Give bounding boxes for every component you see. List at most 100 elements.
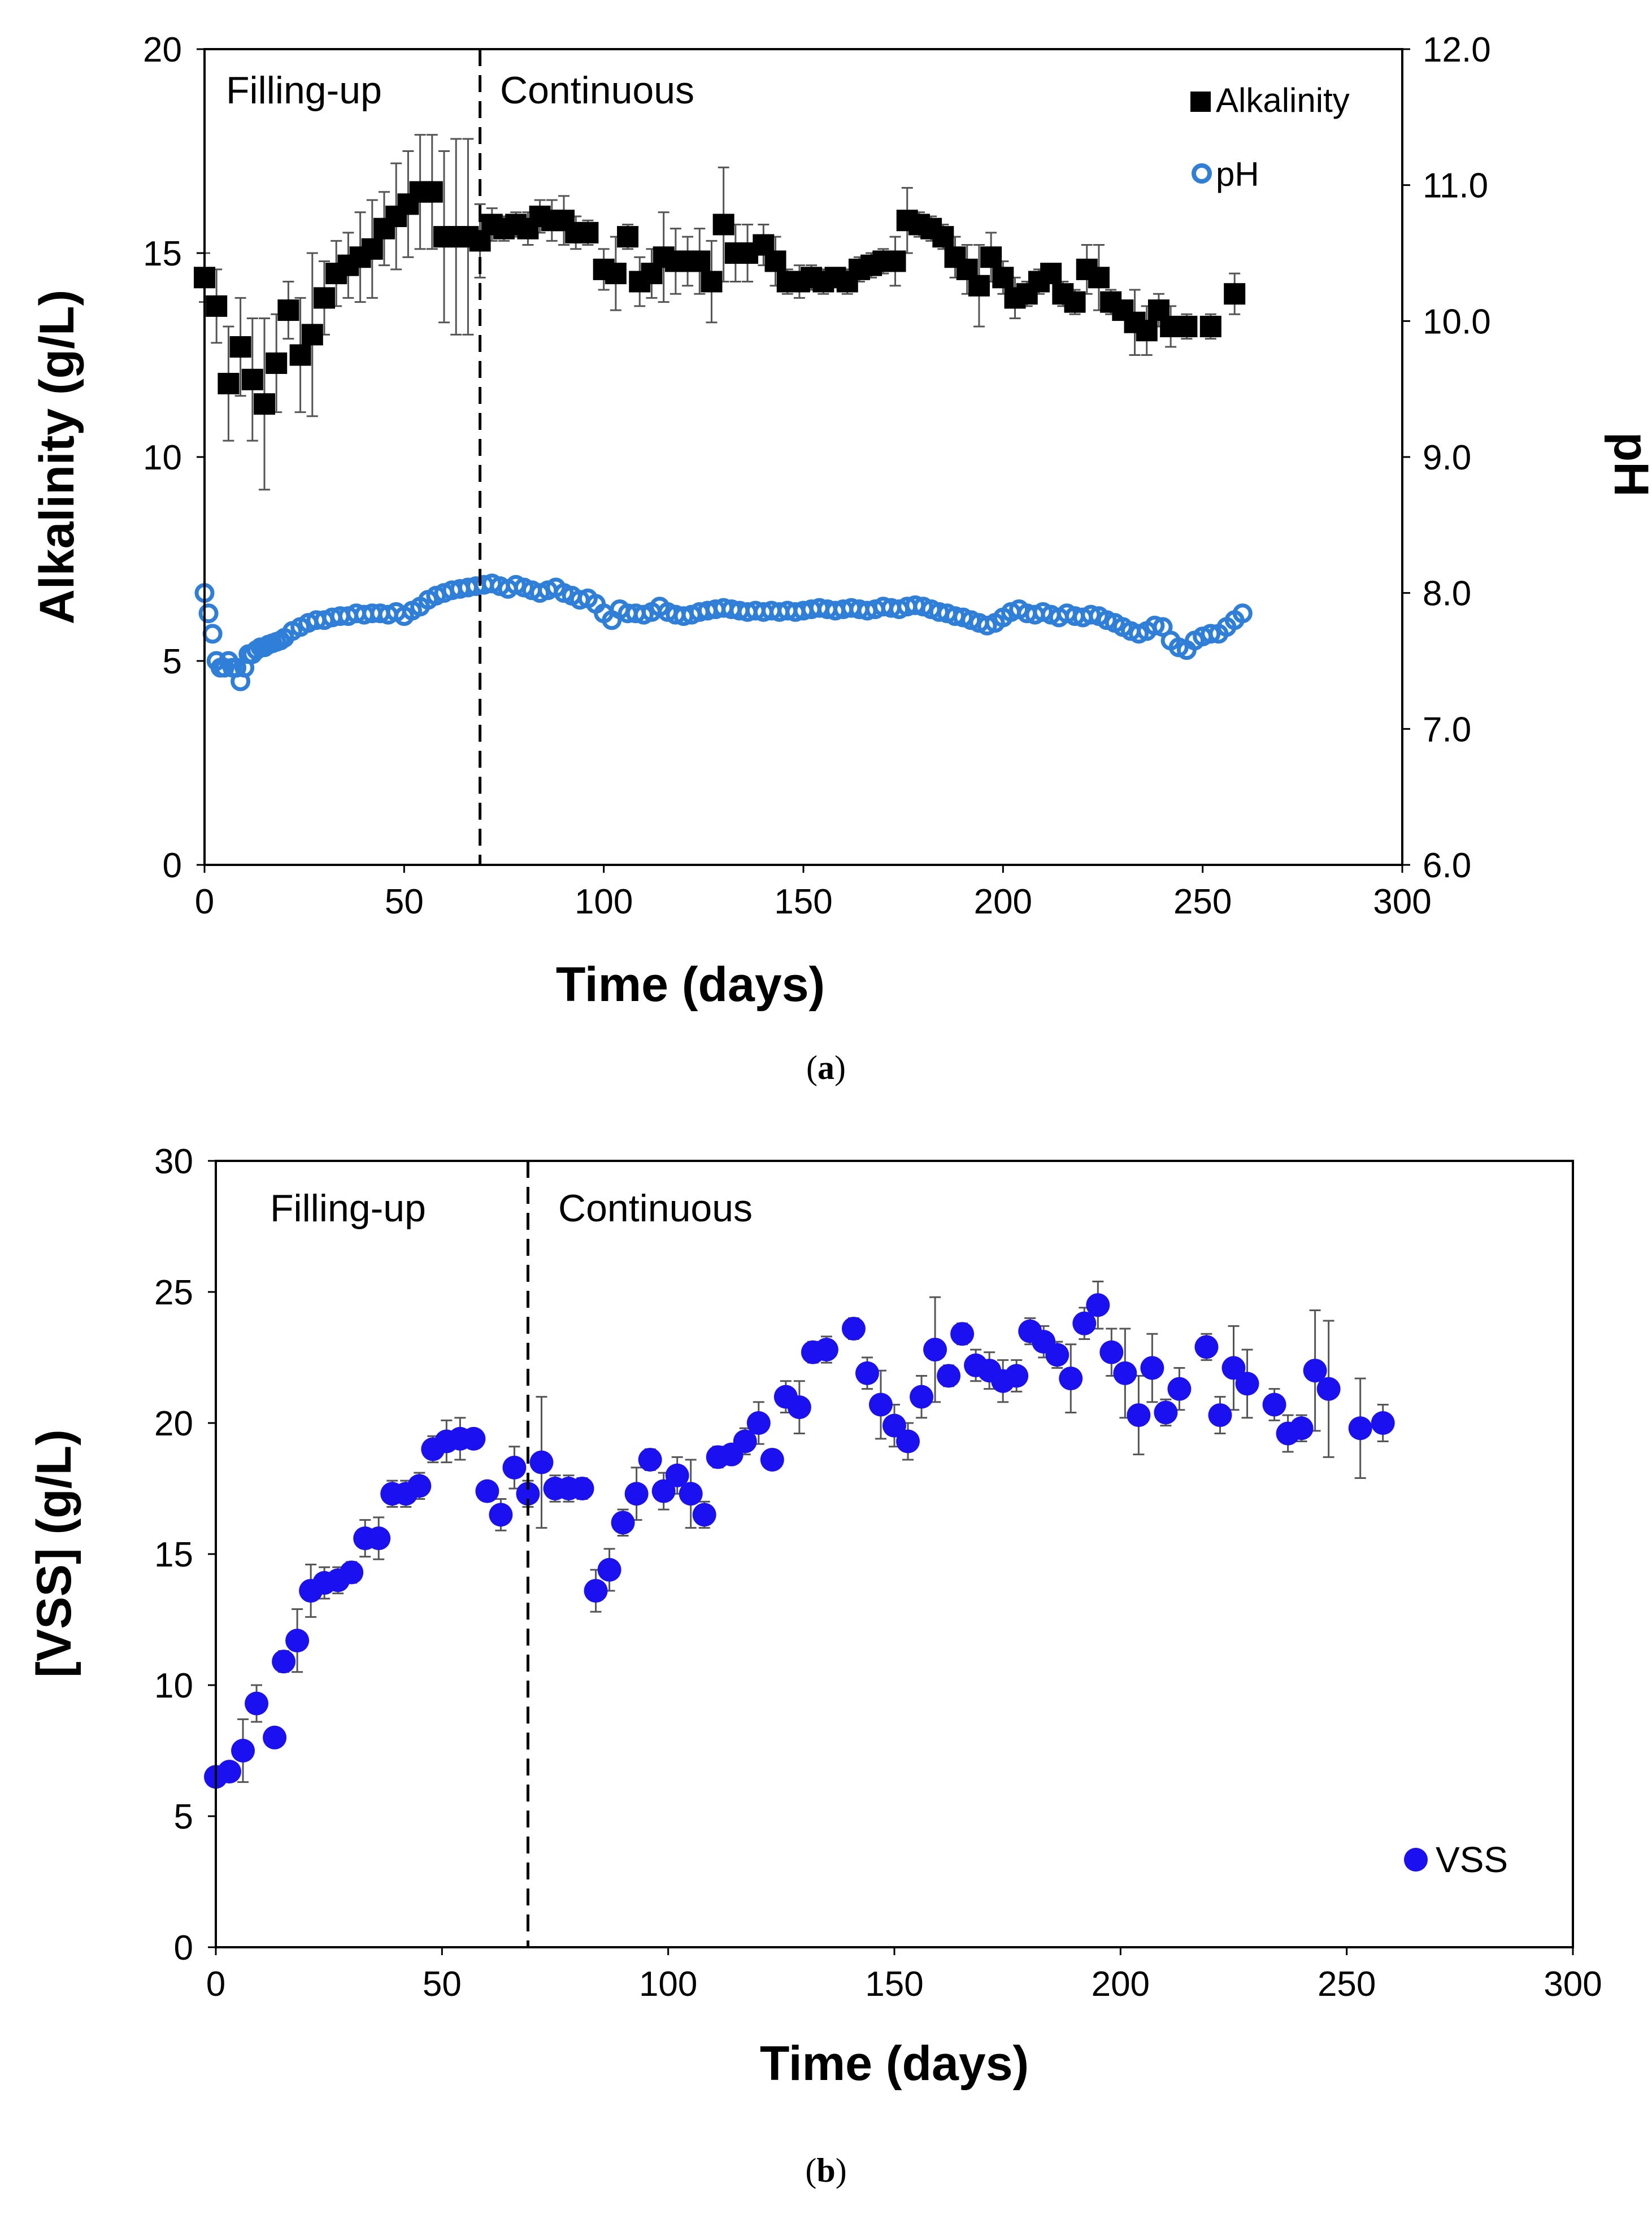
vss-point — [1289, 1416, 1314, 1441]
x-tick-label: 150 — [774, 882, 832, 921]
y-tick-label: 10 — [154, 1666, 193, 1705]
x-tick-label: 200 — [974, 882, 1032, 921]
vss-point — [1221, 1356, 1246, 1380]
vss-point — [910, 1385, 934, 1409]
alkalinity-point — [764, 250, 786, 272]
alkalinity-point — [301, 324, 323, 346]
vss-point — [814, 1338, 838, 1362]
alkalinity-point — [229, 336, 251, 358]
alkalinity-point — [241, 368, 263, 390]
phase-label-filling-up: Filling-up — [226, 69, 382, 112]
vss-point — [937, 1364, 961, 1388]
legend-alkalinity-label: Alkalinity — [1216, 81, 1350, 119]
y-axis-title: [VSS] (g/L) — [27, 1429, 81, 1678]
y-axis-ticks: 0 5 10 15 20 25 30 — [154, 1142, 216, 1968]
phase-label-continuous: Continuous — [500, 69, 694, 112]
vss-point — [340, 1560, 364, 1585]
alkalinity-point — [1224, 283, 1246, 305]
alkalinity-point — [577, 221, 599, 243]
vss-point — [624, 1482, 649, 1506]
vss-point — [1127, 1403, 1151, 1428]
phase-label-filling-up: Filling-up — [270, 1187, 426, 1230]
vss-point — [841, 1316, 866, 1341]
ph-point — [1201, 624, 1221, 644]
vss-point — [1059, 1367, 1083, 1391]
legend-vss-marker — [1404, 1848, 1428, 1872]
vss-point — [1099, 1340, 1124, 1364]
vss-point — [367, 1526, 391, 1551]
vss-point — [407, 1474, 432, 1498]
x-tick-label: 100 — [575, 882, 633, 921]
x-axis-ticks: 0 50 100 150 200 250 300 — [206, 1947, 1602, 2004]
alkalinity-point — [1040, 263, 1062, 285]
vss-point — [285, 1629, 310, 1653]
vss-point — [1194, 1335, 1219, 1359]
alkalinity-point — [314, 287, 335, 309]
ph-point — [1232, 603, 1253, 624]
vss-point — [1235, 1372, 1259, 1396]
y-tick-label: 15 — [154, 1535, 193, 1574]
alkalinity-point — [254, 393, 275, 415]
y-axis-ticks: 0 5 10 15 20 — [143, 31, 205, 885]
vss-point — [1140, 1356, 1164, 1380]
alkalinity-point — [884, 250, 906, 272]
vss-point — [1072, 1311, 1097, 1335]
alkalinity-point — [968, 275, 990, 297]
alkalinity-point — [712, 214, 734, 236]
x-tick-label: 250 — [1318, 1965, 1376, 2004]
alkalinity-point — [1136, 320, 1158, 342]
vss-point — [502, 1455, 527, 1479]
vss-point — [760, 1447, 784, 1472]
vss-point — [245, 1691, 269, 1716]
y2-axis-ticks: 6.0 7.0 8.0 9.0 10.0 11.0 12.0 — [1402, 31, 1491, 885]
vss-point — [1167, 1377, 1192, 1401]
vss-point — [882, 1413, 906, 1438]
vss-point — [1086, 1293, 1110, 1317]
phase-label-continuous: Continuous — [558, 1187, 753, 1230]
vss-point — [868, 1392, 893, 1417]
y2-tick-label: 7.0 — [1423, 710, 1471, 749]
alkalinity-point — [932, 226, 954, 248]
vss-point — [218, 1760, 242, 1784]
alkalinity-point — [277, 299, 299, 321]
alkalinity-point — [361, 238, 383, 260]
vss-point — [1303, 1359, 1327, 1383]
alkalinity-point — [218, 373, 240, 395]
vss-point — [475, 1479, 499, 1503]
legend-ph-label: pH — [1216, 155, 1259, 193]
vss-point — [787, 1395, 811, 1420]
alkalinity-point — [980, 246, 1002, 268]
alkalinity-point — [266, 352, 288, 374]
vss-point — [1348, 1416, 1372, 1441]
x-tick-label: 0 — [195, 882, 214, 921]
vss-series — [204, 1293, 1395, 1789]
y2-tick-label: 8.0 — [1423, 575, 1471, 613]
panel-b-caption: (b) — [805, 2152, 846, 2189]
alkalinity-point — [1199, 315, 1221, 337]
x-axis-title: Time (days) — [556, 958, 825, 1012]
alkalinity-point — [605, 263, 627, 285]
y2-tick-label: 6.0 — [1423, 846, 1471, 885]
x-tick-label: 50 — [423, 1965, 462, 2004]
vss-point — [665, 1463, 689, 1487]
vss-point — [516, 1482, 540, 1506]
vss-point — [855, 1361, 879, 1385]
x-tick-label: 150 — [865, 1965, 923, 2004]
x-tick-label: 250 — [1173, 882, 1232, 921]
chart-b: 0 50 100 150 200 250 300 0 5 10 15 20 25 30 Filling-… — [27, 1142, 1602, 2091]
y-tick-label: 10 — [143, 438, 182, 477]
vss-point — [489, 1503, 513, 1527]
alkalinity-point — [206, 295, 228, 317]
vss-point — [638, 1447, 662, 1472]
x-tick-label: 300 — [1544, 1965, 1602, 2004]
legend-vss-label: VSS — [1436, 1839, 1508, 1880]
vss-point — [1005, 1364, 1029, 1388]
vss-point — [1045, 1343, 1070, 1367]
vss-point — [896, 1429, 920, 1454]
legend-ph-marker — [1192, 163, 1212, 184]
vss-point — [679, 1482, 703, 1506]
alkalinity-point — [421, 181, 443, 203]
legend-alkalinity-marker — [1190, 92, 1211, 112]
